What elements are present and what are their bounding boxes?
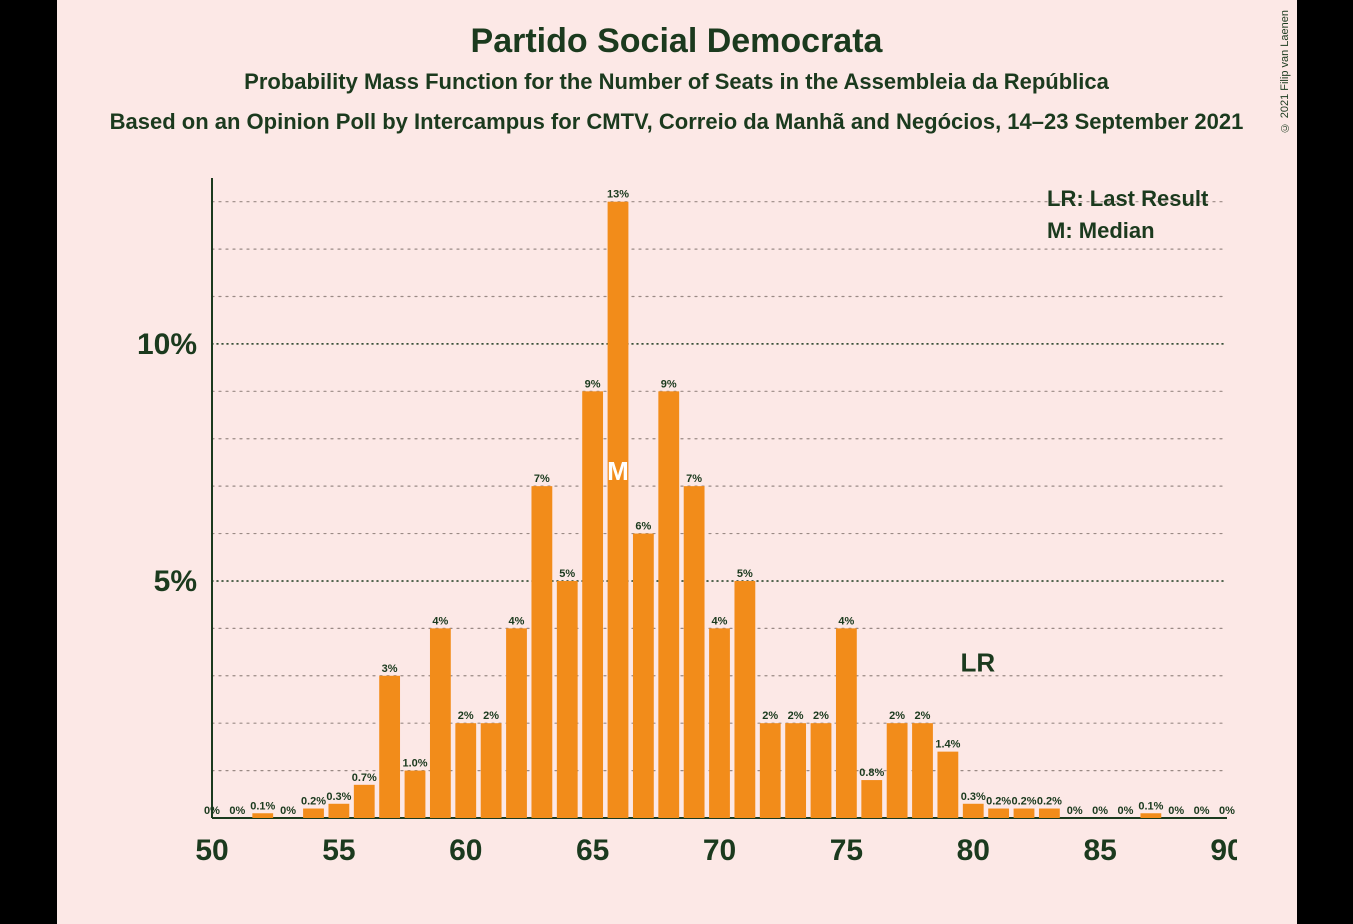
x-tick-label: 65 <box>575 834 608 867</box>
legend-m: M: Median <box>1047 218 1155 243</box>
bar-value-label: 2% <box>889 710 905 722</box>
bar <box>709 628 730 818</box>
bar-value-label: 0% <box>1193 805 1209 817</box>
bar <box>886 723 907 818</box>
bar-value-label: 0% <box>280 805 296 817</box>
bar <box>556 581 577 818</box>
bar <box>785 723 806 818</box>
bar-value-label: 2% <box>914 710 930 722</box>
bar <box>734 581 755 818</box>
bar <box>937 752 958 818</box>
bar <box>759 723 780 818</box>
bar-value-label: 4% <box>508 615 524 627</box>
bar-value-label: 13% <box>606 189 628 201</box>
bar <box>353 785 374 818</box>
bar <box>962 804 983 818</box>
x-tick-label: 55 <box>322 834 355 867</box>
bar <box>506 628 527 818</box>
bar <box>429 628 450 818</box>
bar <box>607 202 628 818</box>
bar-value-label: 0.7% <box>351 772 376 784</box>
bar-value-label: 0.2% <box>300 796 325 808</box>
bar-value-label: 0.3% <box>960 791 985 803</box>
bar <box>455 723 476 818</box>
bar-value-label: 3% <box>381 663 397 675</box>
bar <box>303 809 324 818</box>
chart-panel: © 2021 Filip van Laenen Partido Social D… <box>57 0 1297 924</box>
bar-value-label: 2% <box>787 710 803 722</box>
chart-area: 5%10%5055606570758085900%0%0.1%0%0.2%0.3… <box>127 178 1237 878</box>
bar-value-label: 4% <box>432 615 448 627</box>
last-result-marker: LR <box>960 648 995 678</box>
bar-value-label: 5% <box>559 568 575 580</box>
bar <box>480 723 501 818</box>
bar-value-label: 6% <box>635 521 651 533</box>
bar-value-label: 2% <box>457 710 473 722</box>
bar-value-label: 2% <box>813 710 829 722</box>
bar <box>861 780 882 818</box>
bar-value-label: 7% <box>686 473 702 485</box>
bar-value-label: 0.8% <box>859 767 884 779</box>
bar-value-label: 4% <box>838 615 854 627</box>
bar <box>252 813 273 818</box>
bar-value-label: 0% <box>1117 805 1133 817</box>
bar-value-label: 2% <box>762 710 778 722</box>
bar <box>912 723 933 818</box>
legend-lr: LR: Last Result <box>1047 186 1209 211</box>
x-tick-label: 90 <box>1210 834 1237 867</box>
bar-value-label: 4% <box>711 615 727 627</box>
bar <box>683 486 704 818</box>
bar-value-label: 0.1% <box>1138 800 1163 812</box>
x-tick-label: 70 <box>702 834 735 867</box>
bar <box>1013 809 1034 818</box>
bar <box>835 628 856 818</box>
bar-value-label: 0% <box>1168 805 1184 817</box>
y-tick-label: 5% <box>153 565 196 598</box>
copyright-text: © 2021 Filip van Laenen <box>1279 10 1291 133</box>
bar-value-label: 0% <box>204 805 220 817</box>
x-tick-label: 60 <box>449 834 482 867</box>
chart-title: Partido Social Democrata <box>57 0 1297 61</box>
bar-value-label: 7% <box>533 473 549 485</box>
bar <box>379 676 400 818</box>
bar-value-label: 2% <box>483 710 499 722</box>
bar-value-label: 0% <box>1219 805 1235 817</box>
bar <box>328 804 349 818</box>
bar-value-label: 0.2% <box>986 796 1011 808</box>
median-marker: M <box>607 456 629 486</box>
bar <box>531 486 552 818</box>
bar-value-label: 0% <box>229 805 245 817</box>
bar <box>988 809 1009 818</box>
chart-svg: 5%10%5055606570758085900%0%0.1%0%0.2%0.3… <box>127 178 1237 878</box>
bar-value-label: 0.1% <box>250 800 275 812</box>
bar-value-label: 0% <box>1092 805 1108 817</box>
bar-value-label: 0.3% <box>326 791 351 803</box>
bar-value-label: 9% <box>584 378 600 390</box>
bar <box>404 771 425 818</box>
bar-value-label: 9% <box>660 378 676 390</box>
x-tick-label: 80 <box>956 834 989 867</box>
x-tick-label: 75 <box>829 834 862 867</box>
x-tick-label: 85 <box>1083 834 1116 867</box>
bar-value-label: 1.4% <box>935 739 960 751</box>
bar <box>632 534 653 818</box>
bar <box>658 391 679 818</box>
bar-value-label: 1.0% <box>402 758 427 770</box>
bar <box>582 391 603 818</box>
bar <box>1038 809 1059 818</box>
x-tick-label: 50 <box>195 834 228 867</box>
chart-basedon: Based on an Opinion Poll by Intercampus … <box>57 95 1297 135</box>
bar <box>810 723 831 818</box>
bar-value-label: 5% <box>736 568 752 580</box>
bar-value-label: 0% <box>1066 805 1082 817</box>
chart-subtitle: Probability Mass Function for the Number… <box>57 61 1297 95</box>
bar-value-label: 0.2% <box>1011 796 1036 808</box>
y-tick-label: 10% <box>136 328 196 361</box>
bar <box>1140 813 1161 818</box>
bar-value-label: 0.2% <box>1036 796 1061 808</box>
